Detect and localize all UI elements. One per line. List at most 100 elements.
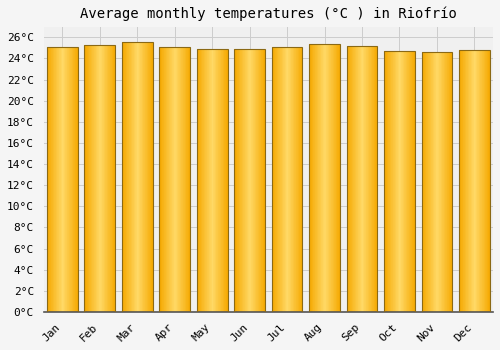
Bar bbox=[249, 49, 250, 312]
Bar bbox=[480, 50, 481, 312]
Bar bbox=[189, 47, 190, 312]
Bar bbox=[489, 50, 490, 312]
Bar bbox=[89, 45, 90, 312]
Bar bbox=[243, 49, 244, 312]
Bar bbox=[468, 50, 469, 312]
Bar bbox=[272, 47, 302, 312]
Bar bbox=[346, 46, 378, 312]
Bar bbox=[293, 47, 294, 312]
Bar bbox=[290, 47, 291, 312]
Bar bbox=[62, 47, 63, 312]
Bar bbox=[273, 47, 274, 312]
Bar bbox=[422, 52, 452, 312]
Bar bbox=[177, 47, 178, 312]
Bar bbox=[360, 46, 361, 312]
Bar bbox=[167, 47, 168, 312]
Bar bbox=[87, 45, 88, 312]
Bar bbox=[386, 51, 387, 312]
Bar bbox=[130, 42, 131, 312]
Bar bbox=[168, 47, 169, 312]
Bar bbox=[148, 42, 149, 312]
Bar bbox=[147, 42, 148, 312]
Bar bbox=[469, 50, 470, 312]
Bar bbox=[280, 47, 281, 312]
Bar bbox=[226, 49, 227, 312]
Bar bbox=[347, 46, 348, 312]
Bar bbox=[448, 52, 449, 312]
Bar bbox=[53, 47, 54, 312]
Bar bbox=[477, 50, 478, 312]
Bar bbox=[224, 49, 225, 312]
Bar bbox=[464, 50, 465, 312]
Bar bbox=[472, 50, 473, 312]
Bar bbox=[484, 50, 485, 312]
Bar bbox=[264, 49, 265, 312]
Bar bbox=[164, 47, 165, 312]
Bar bbox=[438, 52, 440, 312]
Bar bbox=[242, 49, 243, 312]
Bar bbox=[139, 42, 140, 312]
Bar bbox=[400, 51, 402, 312]
Bar bbox=[321, 44, 322, 312]
Bar bbox=[351, 46, 352, 312]
Bar bbox=[149, 42, 150, 312]
Bar bbox=[327, 44, 328, 312]
Bar bbox=[297, 47, 298, 312]
Bar bbox=[478, 50, 479, 312]
Bar bbox=[101, 45, 102, 312]
Bar bbox=[485, 50, 486, 312]
Bar bbox=[136, 42, 138, 312]
Bar bbox=[234, 49, 265, 312]
Bar bbox=[111, 45, 112, 312]
Bar bbox=[376, 46, 378, 312]
Bar bbox=[65, 47, 66, 312]
Bar bbox=[395, 51, 396, 312]
Bar bbox=[482, 50, 483, 312]
Bar bbox=[348, 46, 349, 312]
Bar bbox=[221, 49, 222, 312]
Bar bbox=[446, 52, 448, 312]
Bar bbox=[162, 47, 163, 312]
Bar bbox=[465, 50, 466, 312]
Bar bbox=[197, 49, 228, 312]
Bar bbox=[259, 49, 260, 312]
Bar bbox=[217, 49, 218, 312]
Bar bbox=[263, 49, 264, 312]
Bar bbox=[255, 49, 256, 312]
Bar bbox=[394, 51, 395, 312]
Bar bbox=[428, 52, 429, 312]
Bar bbox=[127, 42, 128, 312]
Bar bbox=[476, 50, 477, 312]
Bar bbox=[332, 44, 333, 312]
Bar bbox=[324, 44, 325, 312]
Bar bbox=[108, 45, 109, 312]
Bar bbox=[320, 44, 321, 312]
Bar bbox=[55, 47, 56, 312]
Bar bbox=[474, 50, 475, 312]
Bar bbox=[483, 50, 484, 312]
Bar bbox=[286, 47, 287, 312]
Bar bbox=[362, 46, 363, 312]
Bar bbox=[426, 52, 427, 312]
Bar bbox=[316, 44, 317, 312]
Bar bbox=[349, 46, 350, 312]
Bar bbox=[204, 49, 205, 312]
Bar bbox=[299, 47, 300, 312]
Bar bbox=[430, 52, 432, 312]
Bar bbox=[94, 45, 95, 312]
Bar bbox=[102, 45, 103, 312]
Bar bbox=[444, 52, 445, 312]
Bar bbox=[64, 47, 65, 312]
Bar bbox=[404, 51, 405, 312]
Bar bbox=[314, 44, 316, 312]
Bar bbox=[131, 42, 132, 312]
Bar bbox=[92, 45, 93, 312]
Bar bbox=[443, 52, 444, 312]
Bar bbox=[200, 49, 201, 312]
Bar bbox=[222, 49, 223, 312]
Bar bbox=[165, 47, 166, 312]
Bar bbox=[451, 52, 452, 312]
Bar bbox=[91, 45, 92, 312]
Bar bbox=[256, 49, 257, 312]
Bar bbox=[95, 45, 96, 312]
